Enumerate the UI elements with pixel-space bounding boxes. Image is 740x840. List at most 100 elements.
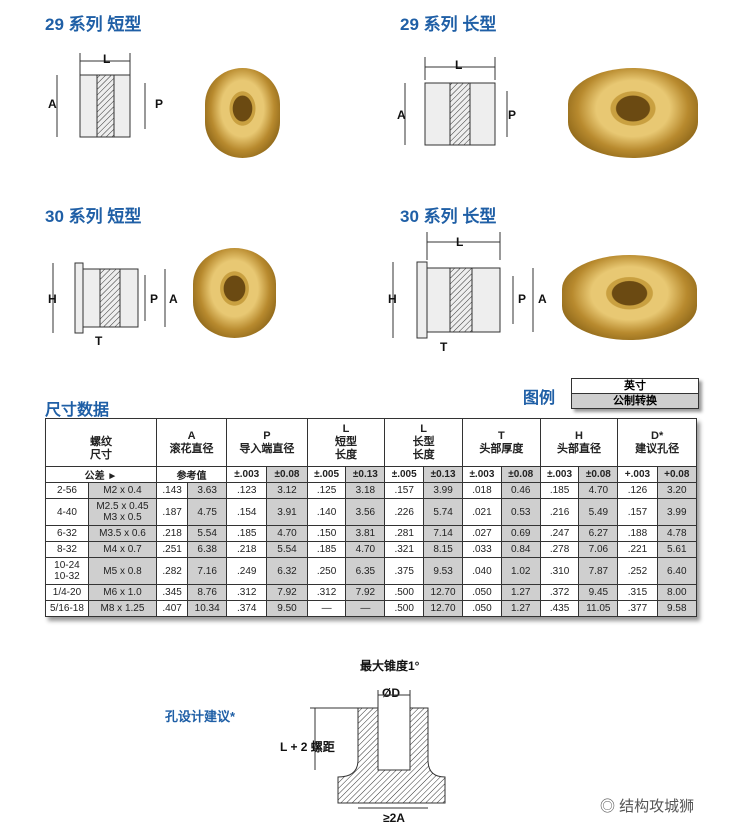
cell-value: .310	[539, 557, 580, 585]
cell-value: .312	[226, 584, 268, 601]
dim-label-H: H	[48, 292, 57, 306]
cell-value: 9.45	[578, 584, 619, 601]
tolerance-value: ±0.08	[500, 466, 541, 483]
column-header: L 短型 长度	[306, 418, 386, 467]
cell-value: 4.70	[578, 482, 619, 499]
table-row: 6-32 M3.5 x 0.6.218 5.54.185 4.70.150 3.81.2…	[45, 525, 698, 542]
cell-value: 6.35	[345, 557, 386, 585]
inch-thread: 4-40	[45, 498, 89, 526]
cell-value: .226	[384, 498, 425, 526]
table-title: 尺寸数据	[45, 402, 110, 419]
cell-value: .143	[155, 482, 189, 499]
cell-value: .040	[462, 557, 502, 585]
cell-value: .140	[306, 498, 347, 526]
cell-value: .377	[617, 600, 658, 617]
cell-value: .216	[539, 498, 580, 526]
metric-thread: M2 x 0.4	[87, 482, 158, 499]
dim-label-L: L	[455, 58, 463, 72]
section-title-30-long: 30 系列 长型	[400, 207, 497, 226]
cell-value: .126	[617, 482, 658, 499]
cell-value: 5.49	[578, 498, 619, 526]
cell-value: 3.91	[266, 498, 308, 526]
table-row: 4-40 M2.5 x 0.45 M3 x 0.5.187 4.75.154 3.91…	[45, 498, 698, 526]
tolerance-value: ±.003	[226, 466, 268, 483]
cell-value: .312	[306, 584, 347, 601]
cell-value: .218	[226, 541, 268, 558]
cell-value: 5.54	[187, 525, 228, 542]
header-symbol: L	[342, 423, 350, 435]
cell-value: 7.92	[266, 584, 308, 601]
section-title-29-short: 29 系列 短型	[45, 15, 142, 34]
wechat-icon: ◎	[600, 798, 620, 815]
tolerance-value: ±.003	[462, 466, 502, 483]
tolerance-value: +.003	[617, 466, 658, 483]
hole-diameter: ØD	[382, 686, 400, 700]
cell-value: 7.16	[187, 557, 228, 585]
insert-29-long-photo	[568, 68, 698, 158]
watermark-text: 结构攻城狮	[619, 798, 695, 815]
dim-label-P: P	[155, 97, 164, 111]
cell-value: 0.84	[500, 541, 541, 558]
table-row: 8-32 M4 x 0.7.251 6.38.218 5.54.185 4.70.321…	[45, 541, 698, 558]
hole-section-drawing	[310, 690, 446, 809]
cell-value: .435	[539, 600, 580, 617]
legend-title: 图例	[523, 390, 556, 407]
metric-thread: M4 x 0.7	[87, 541, 158, 558]
cell-value: 10.34	[187, 600, 228, 617]
cell-value: 8.76	[187, 584, 228, 601]
cell-value: 9.50	[266, 600, 308, 617]
insert-30-long-photo	[562, 255, 697, 340]
cell-value: .321	[384, 541, 425, 558]
header-symbol: H	[574, 429, 583, 442]
reference-label: 参考值	[155, 466, 228, 483]
metric-thread: M2.5 x 0.45 M3 x 0.5	[87, 498, 158, 526]
insert-30-short-photo	[193, 248, 276, 338]
column-header: A 滚花直径	[155, 418, 228, 467]
inch-thread: 2-56	[45, 482, 89, 499]
cell-value: .218	[155, 525, 189, 542]
cell-value: .123	[226, 482, 268, 499]
tolerance-value: ±0.08	[266, 466, 308, 483]
cell-value: .157	[617, 498, 658, 526]
hole-title: 孔设计建议*	[165, 709, 236, 724]
tolerance-value: ±.005	[306, 466, 347, 483]
cell-value: .221	[617, 541, 658, 558]
cell-value: 1.27	[500, 600, 541, 617]
cell-value: 1.02	[500, 557, 541, 585]
cell-value: .315	[617, 584, 658, 601]
header-name: 长型 长度	[412, 436, 435, 461]
dim-label-L: L	[456, 235, 464, 249]
cell-value: 3.56	[345, 498, 386, 526]
cell-value: 6.27	[578, 525, 619, 542]
cell-value: .018	[462, 482, 502, 499]
cell-value: 12.70	[423, 600, 464, 617]
cell-value: 4.70	[345, 541, 386, 558]
cell-value: .281	[384, 525, 425, 542]
dim-label-T: T	[440, 340, 448, 354]
cell-value: 6.38	[187, 541, 228, 558]
table-row: 2-56 M2 x 0.4.143 3.63.123 3.12.125 3.18.157…	[45, 482, 698, 499]
cell-value: 7.14	[423, 525, 464, 542]
cell-value: .345	[155, 584, 189, 601]
insert-30-short-drawing	[52, 262, 166, 334]
cell-value: 4.78	[656, 525, 698, 542]
header-name: 滚花直径	[169, 442, 214, 455]
cell-value: .374	[226, 600, 268, 617]
cell-value: .278	[539, 541, 580, 558]
column-header: 螺纹 尺寸	[45, 418, 157, 467]
cell-value: 5.54	[266, 541, 308, 558]
cell-value: 9.58	[656, 600, 698, 617]
cell-value: .500	[384, 584, 425, 601]
cell-value: .050	[462, 584, 502, 601]
watermark: ◎ 结构攻城狮	[600, 795, 694, 816]
tolerance-value: ±0.13	[345, 466, 386, 483]
cell-value: 3.63	[187, 482, 228, 499]
cell-value: 3.12	[266, 482, 308, 499]
insert-29-short-drawing	[56, 53, 146, 138]
cell-value: .185	[226, 525, 268, 542]
header-name: 导入端直径	[239, 442, 295, 455]
metric-thread: M3.5 x 0.6	[87, 525, 158, 542]
insert-29-short-photo	[205, 68, 280, 158]
table-row: 1/4-20 M6 x 1.0.345 8.76.312 7.92.312 7.92.5…	[45, 584, 698, 601]
inch-thread: 10-24 10-32	[45, 557, 89, 585]
